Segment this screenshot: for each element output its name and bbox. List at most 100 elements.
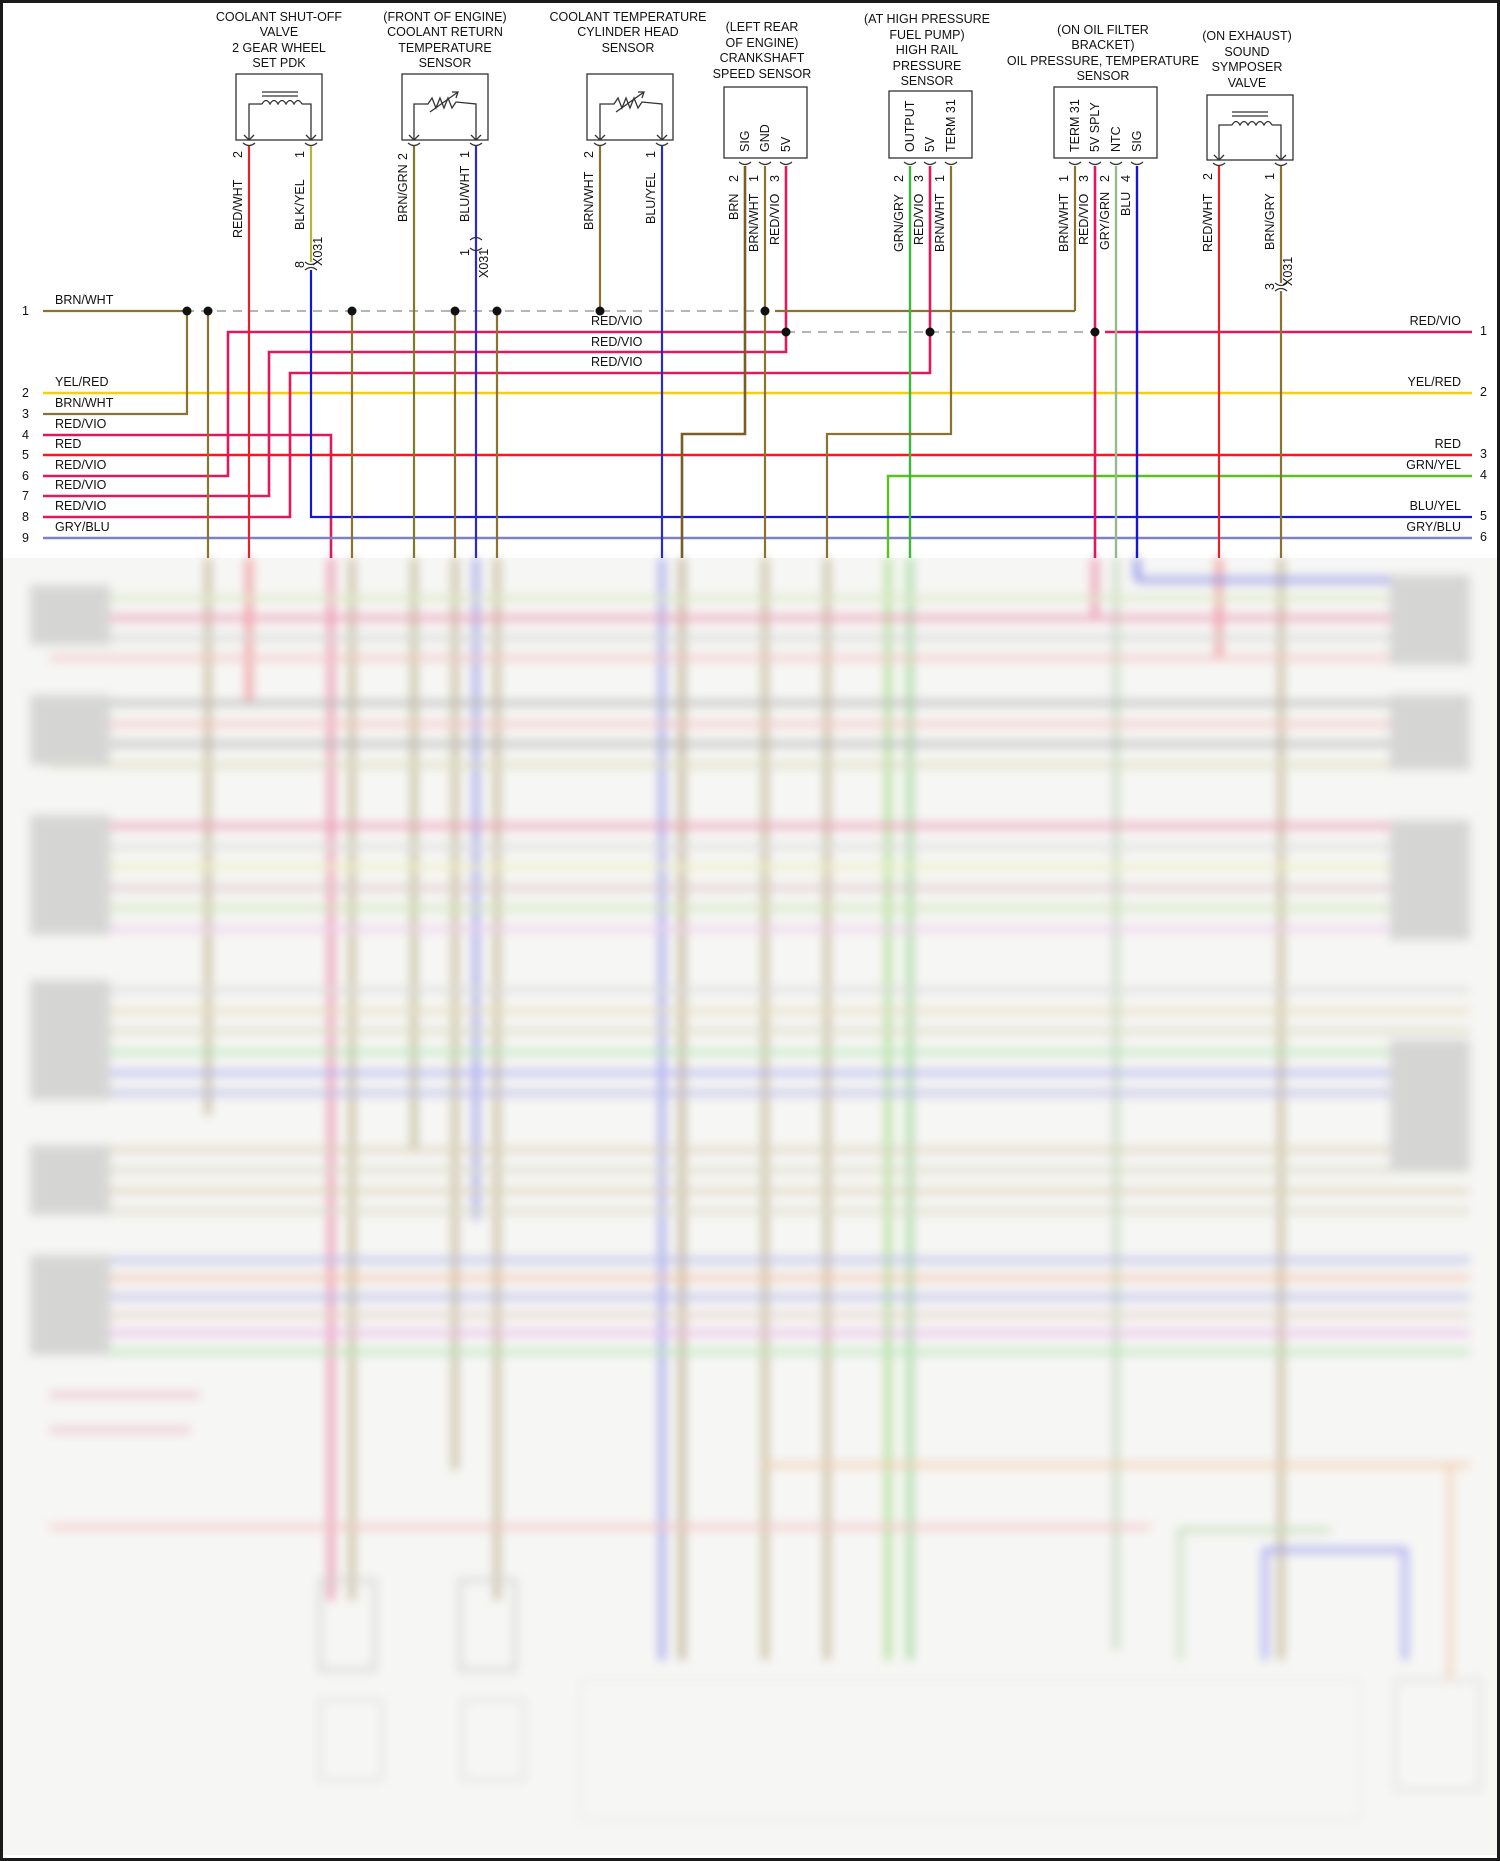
wire-color-labels: RED/WHT 2 BLK/YEL 1 8 X031 BRN/GRN 2 BLU… [231, 151, 1295, 290]
symposer-valve-symbol[interactable] [1206, 94, 1294, 167]
component-boxes [235, 73, 1294, 167]
pin-number: 1 [1263, 173, 1277, 180]
connector-id: X031 [311, 237, 325, 266]
coolant-shutoff-title-4: SET PDK [252, 56, 306, 70]
oil-sensor-title-3: OIL PRESSURE, TEMPERATURE [1007, 54, 1199, 68]
crankshaft-sensor-symbol[interactable] [723, 86, 808, 166]
crank-sig-label: SIG [738, 130, 752, 152]
connector-pin: 8 [293, 261, 307, 268]
oil-5vsply-label: 5V SPLY [1088, 102, 1102, 152]
wire-label: BRN [727, 194, 741, 220]
bus-inline-labels: RED/VIO RED/VIO RED/VIO [591, 314, 643, 369]
high-rail-title-3: HIGH RAIL [896, 43, 959, 57]
pin-number: 3 [768, 175, 782, 182]
right-wire-label: BLU/YEL [1410, 499, 1461, 513]
inline-connectors [304, 236, 1288, 292]
wire-left-6[interactable] [43, 330, 786, 478]
wire-label: RED/VIO [912, 193, 926, 245]
pin-number: 2 [231, 151, 245, 158]
wire-left-7[interactable] [43, 332, 788, 498]
pin-function-labels: SIG GND 5V OUTPUT 5V TERM 31 TERM 31 5V … [738, 99, 1144, 152]
wire-right-5[interactable] [309, 270, 1472, 519]
coolant-return-sensor-symbol[interactable] [401, 73, 489, 147]
right-pin-number: 2 [1480, 385, 1487, 399]
coolant-shutoff-valve-symbol[interactable] [235, 73, 323, 147]
pin-number: 1 [458, 151, 472, 158]
pin-number: 2 [396, 153, 410, 160]
wire-label: BLU/YEL [644, 173, 658, 224]
splice-dot [492, 306, 502, 316]
bus-label: RED/VIO [591, 314, 643, 328]
left-wire-label: RED/VIO [55, 458, 107, 472]
connector-id: X031 [1281, 257, 1295, 286]
left-wire-label: BRN/WHT [55, 396, 114, 410]
splice-dot [347, 306, 357, 316]
left-wire-label: RED/VIO [55, 478, 107, 492]
left-pin-number: 9 [22, 531, 29, 545]
wires [43, 146, 1472, 558]
right-pin-number: 1 [1480, 324, 1487, 338]
left-wire-label: YEL/RED [55, 375, 109, 389]
high-rail-title-5: SENSOR [901, 74, 954, 88]
pin-number: 2 [582, 151, 596, 158]
rail-5v-label: 5V [923, 136, 937, 152]
high-rail-title-4: PRESSURE [893, 59, 962, 73]
left-pin-number: 7 [22, 489, 29, 503]
right-pin-number: 5 [1480, 509, 1487, 523]
splice-dots [182, 306, 1100, 337]
connector-pin: 3 [1263, 283, 1277, 290]
cyl-head-title-3: SENSOR [602, 41, 655, 55]
wire-label: BLU/WHT [458, 165, 472, 222]
wire-right-4[interactable] [886, 474, 1472, 558]
wire-label: BRN/WHT [582, 171, 596, 230]
coolant-return-title-4: SENSOR [419, 56, 472, 70]
coolant-return-title-1: (FRONT OF ENGINE) [383, 10, 506, 24]
coolant-return-title-3: TEMPERATURE [398, 41, 492, 55]
pin-number: 1 [1057, 175, 1071, 182]
coolant-return-title-2: COOLANT RETURN [387, 25, 503, 39]
pin-number: 2 [1201, 173, 1215, 180]
wire-label: BRN/WHT [1057, 193, 1071, 252]
symposer-title-2: SOUND [1224, 45, 1269, 59]
pin-number: 1 [933, 175, 947, 182]
crank-5v-label: 5V [779, 136, 793, 152]
pin-number: 3 [912, 175, 926, 182]
wire-label: RED/WHT [231, 179, 245, 238]
pin-number: 2 [727, 175, 741, 182]
wire-label: RED/VIO [1077, 193, 1091, 245]
wire-crank-sig[interactable] [680, 166, 747, 558]
pin-number: 2 [1098, 175, 1112, 182]
left-connector: 1 BRN/WHT 2 YEL/RED 3 BRN/WHT 4 RED/VIO … [22, 293, 114, 545]
crankshaft-title-2: OF ENGINE) [726, 36, 799, 50]
oil-sensor-title-4: SENSOR [1077, 69, 1130, 83]
wire-label: GRY/GRN [1098, 192, 1112, 250]
left-pin-number: 4 [22, 428, 29, 442]
wire-label: BRN/WHT [747, 193, 761, 252]
wire-rail-term31[interactable] [825, 166, 953, 558]
left-pin-number: 1 [22, 304, 29, 318]
cyl-head-sensor-symbol[interactable] [586, 73, 674, 147]
oil-sensor-title-1: (ON OIL FILTER [1057, 23, 1149, 37]
crankshaft-title-1: (LEFT REAR [726, 20, 799, 34]
splice-dot [1090, 327, 1100, 337]
wire-left-3[interactable] [43, 311, 189, 416]
right-wire-label: RED/VIO [1410, 314, 1462, 328]
high-rail-sensor-symbol[interactable] [888, 90, 973, 166]
splice-dot [760, 306, 770, 316]
left-pin-number: 8 [22, 510, 29, 524]
high-rail-title-2: FUEL PUMP) [889, 28, 964, 42]
left-wire-label: RED/VIO [55, 499, 107, 513]
wire-label: BLU [1119, 192, 1133, 216]
left-wire-label: RED [55, 437, 81, 451]
oil-sensor-title-2: BRACKET) [1071, 38, 1134, 52]
pin-number: 1 [747, 175, 761, 182]
wire-label: BRN/GRN [396, 164, 410, 222]
right-pin-number: 4 [1480, 468, 1487, 482]
cyl-head-title-1: COOLANT TEMPERATURE [550, 10, 707, 24]
wire-left-8[interactable] [43, 332, 932, 519]
coolant-shutoff-title-1: COOLANT SHUT-OFF [216, 10, 343, 24]
oil-sensor-symbol[interactable] [1053, 86, 1158, 166]
pin-number: 1 [644, 151, 658, 158]
coolant-shutoff-title-2: VALVE [260, 25, 298, 39]
